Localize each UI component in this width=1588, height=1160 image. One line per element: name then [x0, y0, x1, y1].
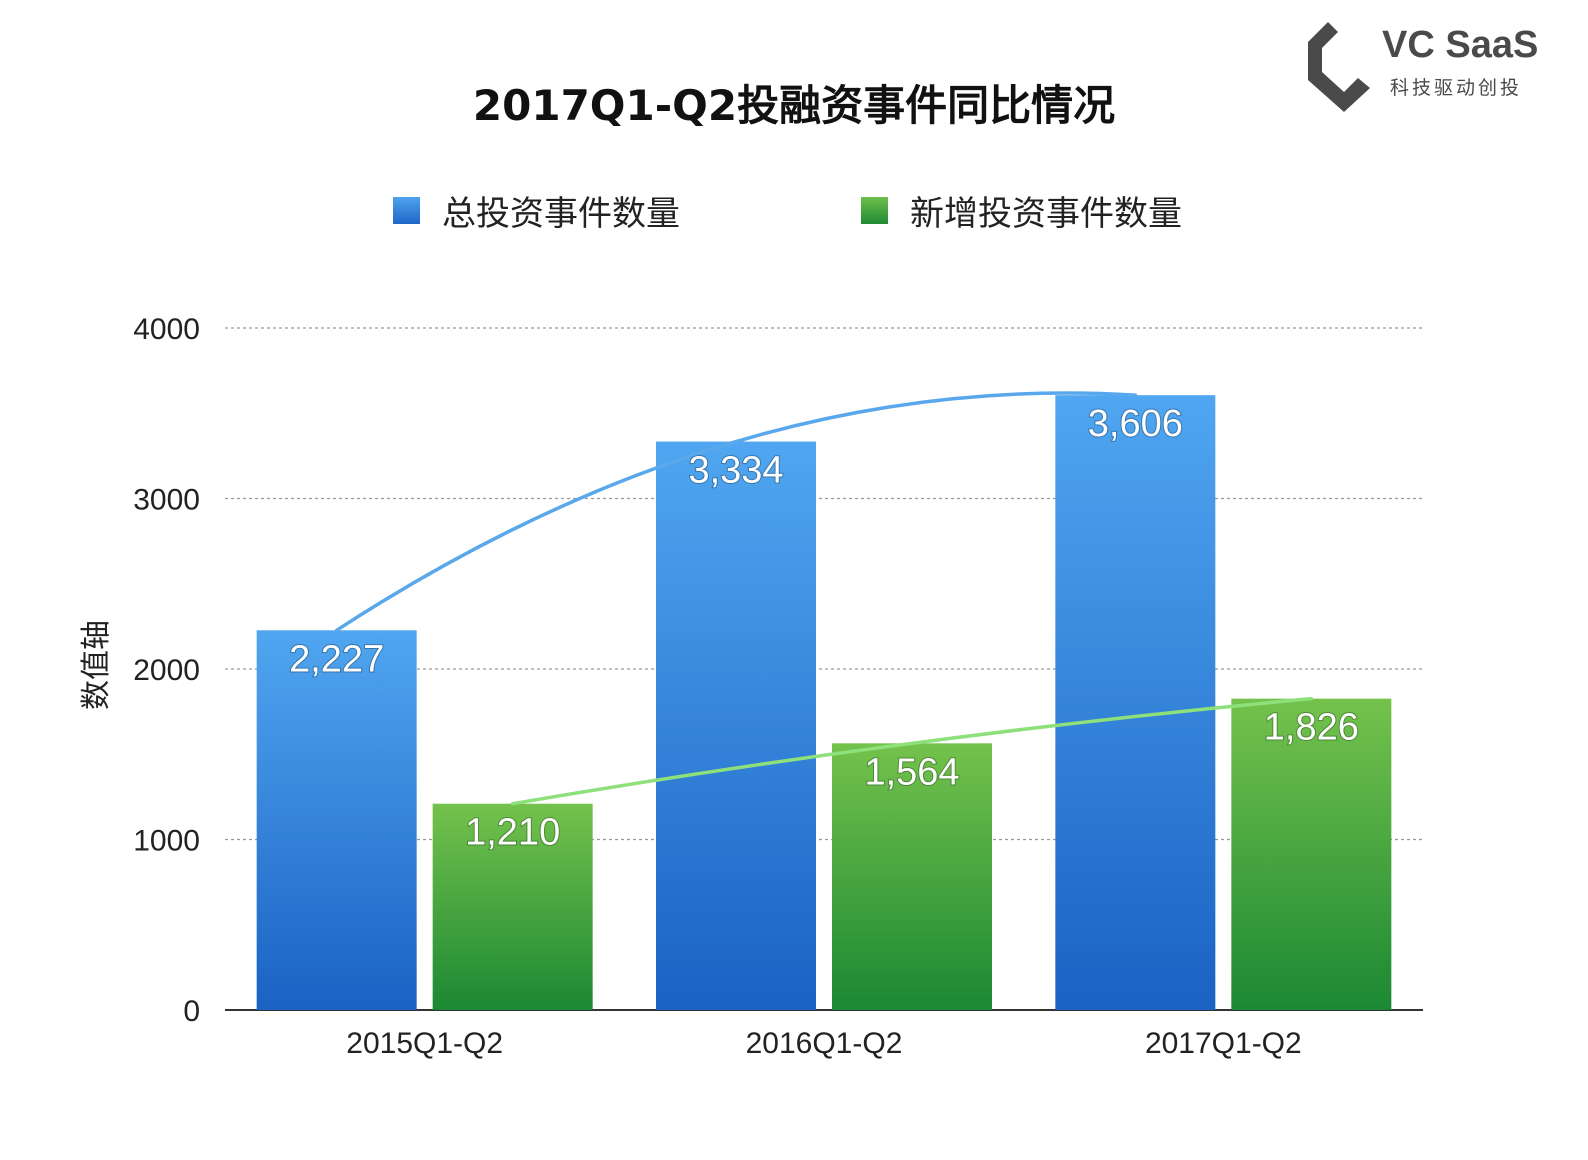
legend-item-total[interactable]: 总投资事件数量 — [393, 188, 680, 234]
data-label-total: 3,606 — [1088, 403, 1183, 445]
bar-total-2017Q1-Q2 — [1055, 395, 1216, 1010]
legend-swatch-total — [393, 196, 420, 224]
bar-new-2016Q1-Q2 — [832, 743, 992, 1010]
trendline-new — [510, 696, 1314, 806]
y-tick-label: 1000 — [133, 825, 200, 858]
data-label-total: 2,227 — [289, 638, 384, 680]
bar-total-2016Q1-Q2 — [656, 441, 816, 1011]
data-label-new: 1,826 — [1264, 707, 1359, 749]
data-label-new: 1,564 — [864, 751, 959, 793]
y-tick-label: 3000 — [133, 484, 200, 517]
x-category-label: 2016Q1-Q2 — [746, 1027, 903, 1060]
chart-title: 2017Q1-Q2投融资事件同比情况 — [472, 81, 1116, 130]
y-tick-label: 0 — [183, 995, 200, 1028]
logo-name: VC SaaS — [1382, 24, 1539, 66]
x-category-label: 2017Q1-Q2 — [1145, 1027, 1302, 1060]
legend-swatch-new — [861, 196, 888, 224]
legend-label-new: 新增投资事件数量 — [910, 193, 1182, 234]
legend-label-total: 总投资事件数量 — [442, 193, 680, 234]
bar-new-2017Q1-Q2 — [1231, 698, 1392, 1010]
y-tick-label: 2000 — [133, 654, 200, 687]
bar-new-2015Q1-Q2 — [432, 803, 593, 1010]
logo-mark-icon — [1308, 22, 1370, 112]
bar-total-2015Q1-Q2 — [256, 630, 417, 1010]
data-label-new: 1,210 — [465, 812, 560, 854]
legend-item-new[interactable]: 新增投资事件数量 — [861, 188, 1182, 234]
x-category-label: 2015Q1-Q2 — [346, 1027, 503, 1060]
y-tick-label: 4000 — [133, 313, 200, 346]
trendline-total — [334, 391, 1138, 633]
vc-saas-logo: VC SaaS 科技驱动创投 — [1300, 18, 1550, 118]
data-label-total: 3,334 — [688, 450, 783, 492]
logo-slogan: 科技驱动创投 — [1390, 77, 1523, 99]
